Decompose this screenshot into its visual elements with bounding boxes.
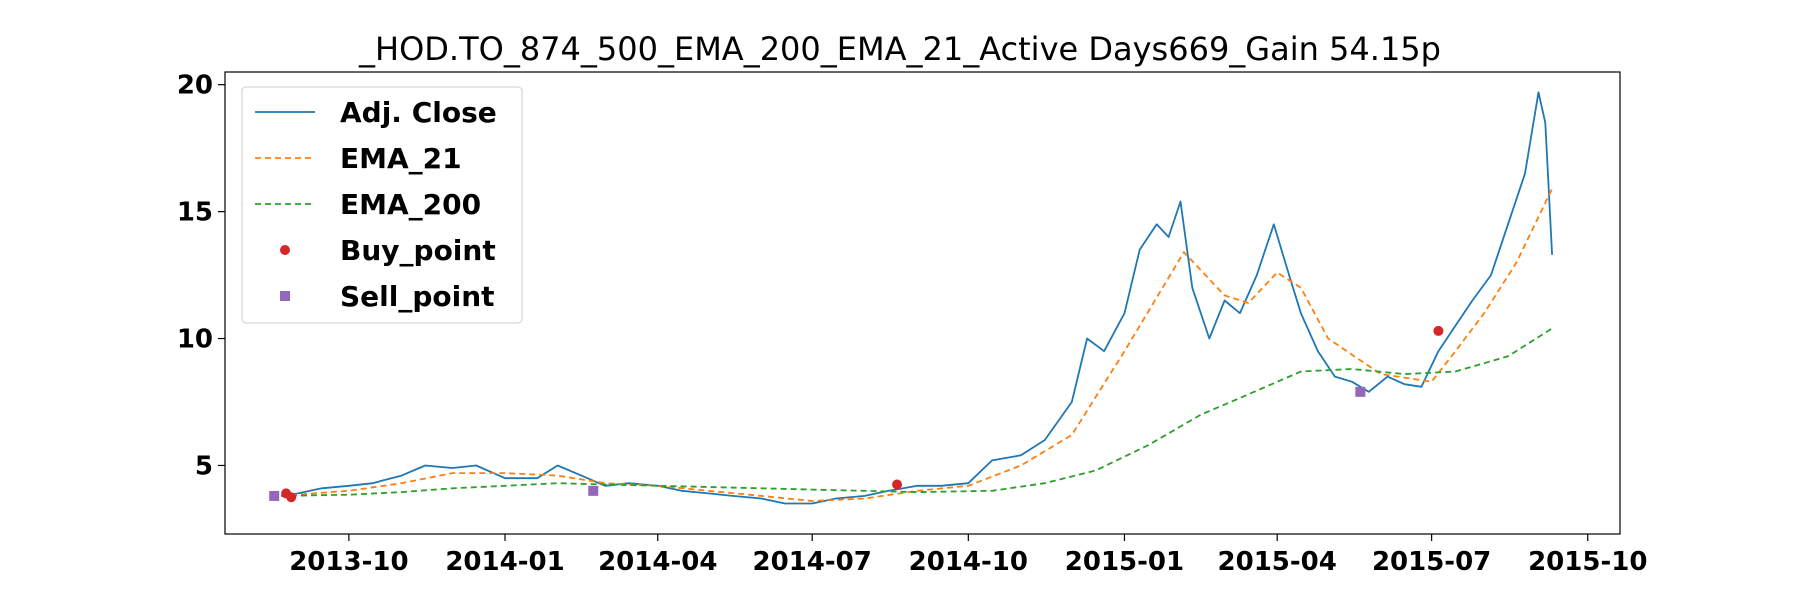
series-line-adj-close	[280, 91, 1553, 505]
series-layer	[280, 91, 1553, 505]
legend-swatch-sell-point	[280, 291, 290, 301]
x-tick-label: 2015-07	[1372, 547, 1491, 577]
y-tick-label: 15	[177, 198, 213, 228]
y-tick-label: 20	[177, 71, 213, 101]
sell-point-marker	[588, 485, 599, 496]
x-axis: 2013-10 2014-01 2014-04 2014-07 2014-10 2015-…	[289, 534, 1647, 577]
buy-point-marker	[1433, 325, 1444, 336]
legend-swatch-buy-point	[280, 245, 290, 255]
x-tick-label: 2013-10	[289, 547, 408, 577]
sell-point-marker	[269, 490, 280, 501]
x-tick-label: 2014-01	[445, 547, 564, 577]
x-tick-label: 2014-07	[753, 547, 872, 577]
legend-box	[241, 86, 523, 324]
buy-point-marker	[892, 479, 903, 490]
x-tick-label: 2015-10	[1528, 547, 1647, 577]
x-tick-label: 2014-10	[909, 547, 1028, 577]
x-tick-label: 2015-01	[1065, 547, 1184, 577]
y-axis: 5 10 15 20	[177, 71, 225, 481]
marker-layer	[269, 325, 1444, 503]
series-line-ema-200	[280, 327, 1553, 497]
legend-label-adj-close: Adj. Close	[340, 96, 497, 129]
legend-label-ema-21: EMA_21	[340, 142, 462, 175]
legend: Adj. Close EMA_21 EMA_200 Buy_point Sell_poi…	[241, 86, 523, 324]
legend-label-buy-point: Buy_point	[340, 234, 496, 267]
y-tick-label: 10	[177, 325, 213, 355]
y-tick-label: 5	[195, 451, 213, 481]
buy-point-marker	[286, 492, 297, 503]
chart-title: _HOD.TO_874_500_EMA_200_EMA_21_Active Da…	[358, 30, 1441, 68]
x-tick-label: 2015-04	[1218, 547, 1337, 577]
sell-point-marker	[1355, 386, 1366, 397]
legend-label-sell-point: Sell_point	[340, 280, 495, 313]
legend-label-ema-200: EMA_200	[340, 188, 481, 221]
plot-frame	[224, 71, 1621, 535]
series-line-ema-21	[280, 188, 1553, 502]
x-tick-label: 2014-04	[598, 547, 717, 577]
